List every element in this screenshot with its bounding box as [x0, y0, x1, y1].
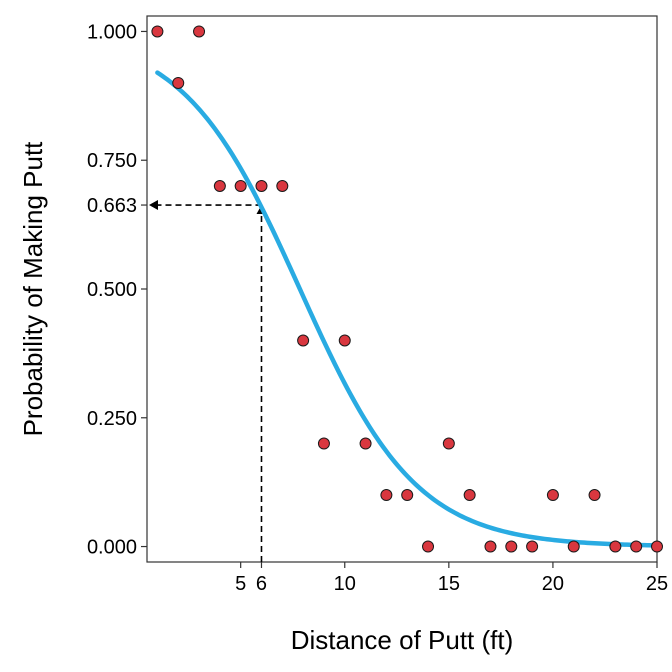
y-tick-label: 0.663: [87, 195, 137, 217]
data-point: [567, 540, 580, 553]
data-point: [213, 179, 226, 192]
data-point: [401, 489, 414, 502]
x-tick-label: 5: [235, 573, 246, 595]
data-point: [234, 179, 247, 192]
data-point: [484, 540, 497, 553]
y-tick-label: 0.500: [87, 279, 137, 301]
x-tick-label: 25: [646, 573, 668, 595]
data-point: [359, 437, 372, 450]
data-point: [630, 540, 643, 553]
x-tick-label: 20: [542, 573, 564, 595]
annotation-arrowhead-left: [149, 200, 158, 211]
points-layer: [151, 25, 663, 553]
data-point: [463, 489, 476, 502]
x-tick-label: 10: [334, 573, 356, 595]
data-point: [588, 489, 601, 502]
data-point: [422, 540, 435, 553]
data-point: [338, 334, 351, 347]
data-point: [151, 25, 164, 38]
data-point: [193, 25, 206, 38]
data-point: [380, 489, 393, 502]
data-point: [442, 437, 455, 450]
y-axis: 0.000 0.250 0.500 0.663 0.750 1.000: [87, 21, 147, 559]
x-axis-title: Distance of Putt (ft): [291, 625, 514, 655]
data-point: [651, 540, 663, 553]
data-point: [276, 179, 289, 192]
data-point: [297, 334, 310, 347]
x-tick-label: 6: [256, 573, 267, 595]
data-point: [172, 76, 185, 89]
data-point: [546, 489, 559, 502]
data-point: [317, 437, 330, 450]
data-point: [526, 540, 539, 553]
y-tick-label: 1.000: [87, 21, 137, 43]
data-point: [609, 540, 622, 553]
plot-panel: [146, 15, 658, 563]
y-axis-title: Probability of Making Putt: [18, 141, 48, 437]
y-tick-label: 0.250: [87, 408, 137, 430]
x-axis: 5 6 10 15 20 25: [235, 562, 668, 595]
y-tick-label: 0.750: [87, 150, 137, 172]
data-point: [255, 179, 268, 192]
x-tick-label: 15: [438, 573, 460, 595]
data-point: [505, 540, 518, 553]
y-tick-label: 0.000: [87, 537, 137, 559]
